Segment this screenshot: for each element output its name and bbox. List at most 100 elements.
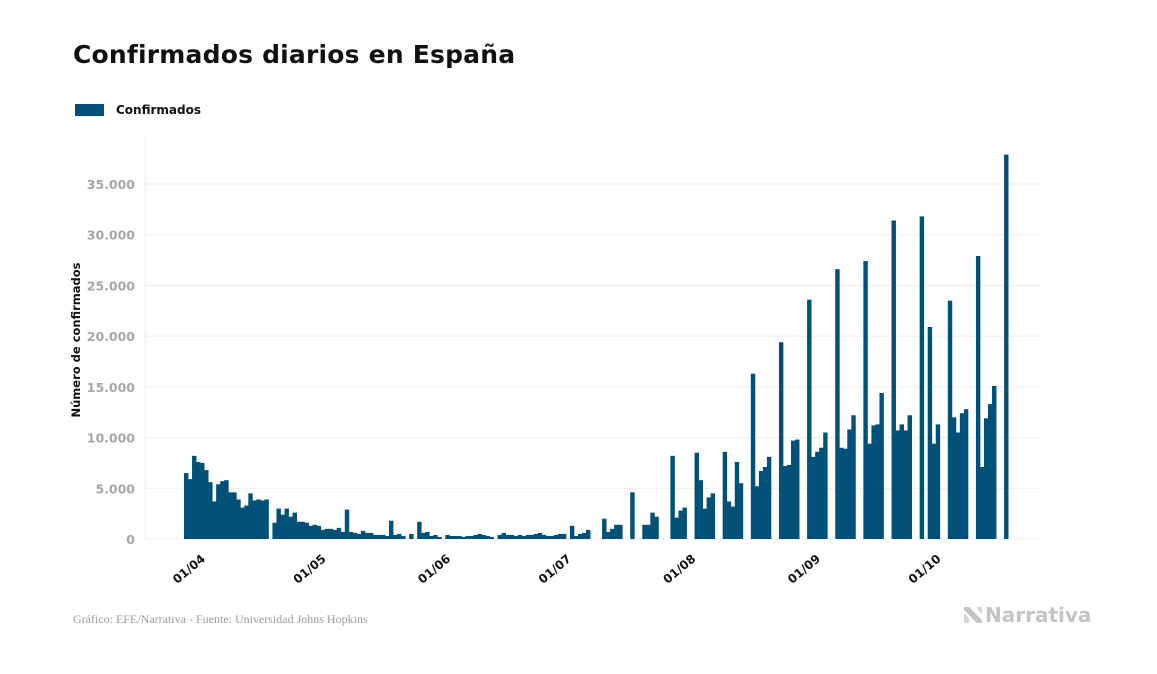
bar xyxy=(296,521,301,539)
bar xyxy=(722,451,728,539)
y-tick-label: 0 xyxy=(126,532,135,547)
bar xyxy=(300,521,305,539)
bar xyxy=(863,261,868,539)
bar xyxy=(879,392,884,539)
bar xyxy=(401,535,406,539)
bar xyxy=(372,534,378,539)
bar xyxy=(264,499,269,539)
bar xyxy=(477,533,482,539)
bar xyxy=(807,299,812,539)
bar xyxy=(485,535,490,539)
bar xyxy=(871,425,876,539)
bar xyxy=(730,506,736,539)
bar xyxy=(304,522,310,539)
bar xyxy=(525,534,531,539)
y-tick-label: 15.000 xyxy=(87,380,136,395)
footer-source: Gráfico: EFE/Narrativa - Fuente: Univers… xyxy=(73,612,368,626)
bar xyxy=(851,415,856,539)
bar xyxy=(682,507,687,539)
bar xyxy=(212,501,217,539)
bar xyxy=(553,534,559,539)
bar xyxy=(782,465,788,539)
bar xyxy=(762,466,768,539)
bar xyxy=(931,443,937,539)
bar xyxy=(380,534,386,539)
bar xyxy=(847,429,852,539)
bar xyxy=(581,532,587,539)
bar xyxy=(328,528,334,539)
bar xyxy=(409,533,414,539)
bar xyxy=(244,505,249,539)
bar xyxy=(975,256,981,539)
bar xyxy=(614,524,619,539)
bar xyxy=(469,535,474,539)
bar xyxy=(457,535,462,539)
bar xyxy=(324,528,330,539)
y-tick-label: 35.000 xyxy=(87,177,136,192)
bar xyxy=(670,455,675,539)
bar xyxy=(787,464,792,539)
bar xyxy=(586,529,591,539)
bar xyxy=(983,418,989,539)
x-tick-label: 01/06 xyxy=(415,552,453,587)
bar xyxy=(606,531,611,539)
bar xyxy=(288,516,293,539)
bar xyxy=(312,524,318,539)
bar xyxy=(393,534,398,539)
x-axis-ticks: 01/04 01/05 01/06 01/07 01/08 01/09 01/10 xyxy=(170,552,944,587)
bar xyxy=(654,516,659,539)
bar xyxy=(272,522,277,539)
bar xyxy=(360,530,366,539)
x-tick-label: 01/04 xyxy=(170,552,208,587)
bar xyxy=(927,327,933,539)
bar xyxy=(284,508,289,539)
bar xyxy=(537,532,543,539)
bar xyxy=(368,532,374,539)
bar xyxy=(907,415,913,539)
bar xyxy=(706,497,712,539)
y-tick-label: 10.000 xyxy=(87,431,136,446)
bar xyxy=(196,461,201,539)
bar xyxy=(867,443,872,539)
bar xyxy=(465,535,470,539)
bar xyxy=(988,404,993,539)
bar xyxy=(754,486,760,539)
bar xyxy=(336,527,342,539)
bar xyxy=(992,385,997,539)
x-tick-label: 01/10 xyxy=(906,552,944,587)
legend: Confirmados xyxy=(75,103,201,117)
bar xyxy=(791,440,796,539)
bar xyxy=(835,269,840,539)
bar xyxy=(200,462,205,539)
y-axis-label: Número de confirmados xyxy=(69,262,83,417)
bar xyxy=(577,533,583,539)
bar xyxy=(778,342,784,539)
bar xyxy=(545,535,551,539)
bar xyxy=(332,529,338,539)
bar xyxy=(903,430,908,539)
x-tick-label: 01/09 xyxy=(785,552,823,587)
bar xyxy=(228,492,233,539)
bar xyxy=(561,533,567,539)
bar xyxy=(481,534,486,539)
bar xyxy=(646,524,651,539)
y-tick-label: 30.000 xyxy=(87,228,136,243)
bar xyxy=(875,424,880,539)
bar xyxy=(248,493,253,539)
bar xyxy=(895,430,900,539)
bar xyxy=(497,534,502,539)
bar xyxy=(453,535,458,539)
bar xyxy=(549,535,555,539)
bar xyxy=(489,536,494,539)
bar xyxy=(734,461,740,539)
bar xyxy=(340,531,346,539)
bar xyxy=(417,521,422,539)
bar xyxy=(694,452,699,539)
bar xyxy=(280,514,285,539)
bar xyxy=(348,531,354,539)
bar xyxy=(899,424,904,539)
bar xyxy=(364,532,370,539)
bar xyxy=(843,448,848,539)
bar xyxy=(610,528,615,539)
